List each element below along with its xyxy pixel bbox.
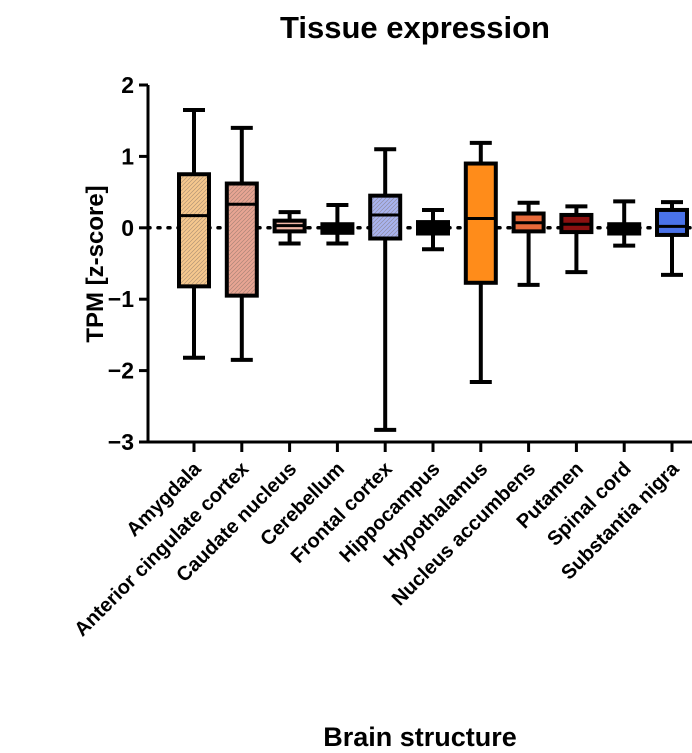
x-axis-label: Brain structure <box>323 722 517 752</box>
box-5 <box>368 147 403 432</box>
y-tick-label: 1 <box>121 143 134 169</box>
box-2 <box>224 125 259 362</box>
iqr-box <box>655 207 689 237</box>
iqr-hatch <box>228 185 255 294</box>
box-3 <box>272 210 307 246</box>
box-6 <box>416 207 450 252</box>
iqr-hatch <box>181 176 207 285</box>
box-1 <box>177 107 211 360</box>
iqr-box <box>463 161 498 285</box>
box-11 <box>655 200 689 277</box>
box-4 <box>320 202 355 246</box>
y-tick-label: 0 <box>121 215 134 241</box>
boxes-layer <box>177 107 689 432</box>
y-tick-label: −3 <box>108 429 134 455</box>
y-tick-label: 2 <box>121 72 134 98</box>
box-9 <box>559 204 594 275</box>
y-tick-label: −2 <box>108 358 134 384</box>
box-7 <box>463 140 498 385</box>
box-8 <box>511 200 546 287</box>
box-10 <box>607 199 642 248</box>
y-axis-label: TPM [z-score] <box>82 185 109 342</box>
iqr-hatch <box>372 197 399 237</box>
y-tick-label: −1 <box>108 286 134 312</box>
chart-title: Tissue expression <box>280 10 550 45</box>
